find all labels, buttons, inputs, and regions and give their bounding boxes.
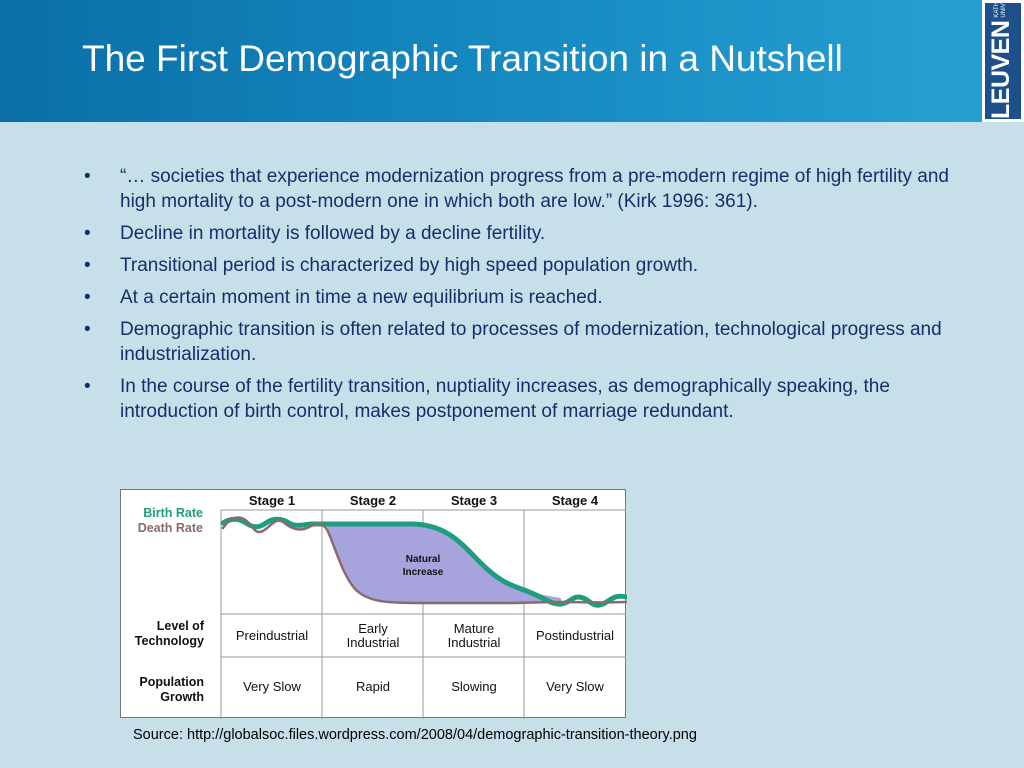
bullet-marker: • xyxy=(84,166,91,187)
growth-cell: Slowing xyxy=(451,679,497,694)
growth-cell: Very Slow xyxy=(243,679,301,694)
bullet-item: • Demographic transition is often relate… xyxy=(84,317,984,367)
bullet-text: Transitional period is characterized by … xyxy=(120,255,699,276)
bullet-marker: • xyxy=(84,287,91,308)
transition-diagram: Stage 1 Stage 2 Stage 3 Stage 4 Birth Ra… xyxy=(135,493,627,719)
logo-sub-text: KATHOLIEKE UNIVERSITEIT xyxy=(994,0,1008,18)
technology-cell: Industrial xyxy=(448,635,501,650)
bullet-text: Demographic transition is often related … xyxy=(120,319,942,365)
slide-title: The First Demographic Transition in a Nu… xyxy=(82,38,843,79)
bullet-item: • Decline in mortality is followed by a … xyxy=(84,221,984,246)
row-label-growth: Population xyxy=(139,675,204,689)
bullet-marker: • xyxy=(84,376,91,397)
bullet-item: • In the course of the fertility transit… xyxy=(84,374,984,424)
row-label-growth: Growth xyxy=(160,690,204,704)
bullet-item: • “… societies that experience moderniza… xyxy=(84,164,984,214)
bullet-item: • Transitional period is characterized b… xyxy=(84,253,984,278)
source-citation: Source: http://globalsoc.files.wordpress… xyxy=(133,727,697,743)
bullet-item: • At a certain moment in time a new equi… xyxy=(84,285,984,310)
university-logo: LEUVEN KATHOLIEKE UNIVERSITEIT xyxy=(982,0,1024,122)
technology-cell: Postindustrial xyxy=(536,628,614,643)
demographic-transition-figure: Stage 1 Stage 2 Stage 3 Stage 4 Birth Ra… xyxy=(120,489,627,719)
bullet-marker: • xyxy=(84,319,91,340)
logo-box: LEUVEN KATHOLIEKE UNIVERSITEIT xyxy=(985,0,1021,119)
bullet-marker: • xyxy=(84,255,91,276)
stage-label: Stage 3 xyxy=(451,493,497,508)
logo-text: LEUVEN KATHOLIEKE UNIVERSITEIT xyxy=(986,0,1015,119)
technology-cell: Preindustrial xyxy=(236,628,308,643)
bullet-text: At a certain moment in time a new equili… xyxy=(120,287,603,308)
slide-header: The First Demographic Transition in a Nu… xyxy=(0,0,1024,122)
technology-cell: Industrial xyxy=(347,635,400,650)
legend-birth-rate: Birth Rate xyxy=(143,506,203,520)
stage-label: Stage 4 xyxy=(552,493,599,508)
bullet-list: • “… societies that experience moderniza… xyxy=(84,164,984,431)
row-label-technology: Level of xyxy=(157,619,205,633)
growth-cell: Very Slow xyxy=(546,679,604,694)
bullet-marker: • xyxy=(84,223,91,244)
natural-increase-label: Increase xyxy=(403,567,444,578)
bullet-text: In the course of the fertility transitio… xyxy=(120,376,890,422)
bullet-text: “… societies that experience modernizati… xyxy=(120,166,949,212)
technology-cell: Mature xyxy=(454,621,494,636)
stage-label: Stage 2 xyxy=(350,493,396,508)
death-rate-line xyxy=(221,516,627,605)
birth-rate-line xyxy=(220,516,627,608)
row-label-technology: Technology xyxy=(135,634,204,648)
technology-cell: Early xyxy=(358,621,388,636)
logo-main-text: LEUVEN xyxy=(986,20,1015,119)
stage-label: Stage 1 xyxy=(249,493,295,508)
growth-cell: Rapid xyxy=(356,679,390,694)
bullet-text: Decline in mortality is followed by a de… xyxy=(120,223,546,244)
natural-increase-label: Natural xyxy=(406,554,441,565)
legend-death-rate: Death Rate xyxy=(138,521,203,535)
